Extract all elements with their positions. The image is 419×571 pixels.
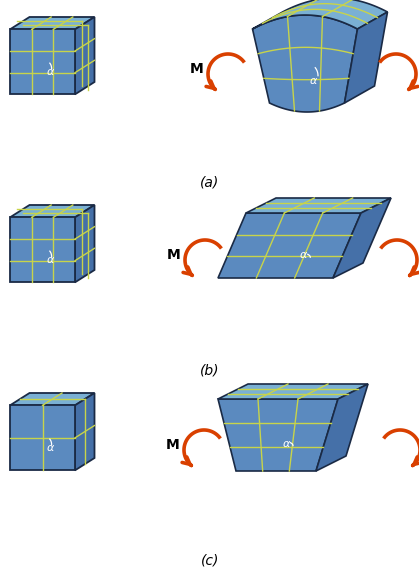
Polygon shape (10, 405, 75, 471)
Polygon shape (316, 384, 368, 471)
Text: M: M (167, 248, 181, 262)
Polygon shape (218, 213, 361, 278)
Polygon shape (75, 205, 95, 282)
Text: α: α (300, 250, 307, 260)
Polygon shape (10, 205, 95, 218)
Text: α: α (47, 443, 54, 453)
Text: (c): (c) (201, 553, 219, 567)
Polygon shape (218, 399, 338, 471)
Polygon shape (75, 393, 95, 471)
Polygon shape (218, 384, 368, 399)
Text: M: M (190, 62, 204, 76)
Polygon shape (333, 198, 391, 278)
Polygon shape (10, 393, 95, 405)
Text: α: α (47, 67, 54, 77)
Polygon shape (246, 198, 391, 213)
Polygon shape (344, 12, 388, 103)
Polygon shape (10, 17, 95, 29)
Text: (a): (a) (200, 175, 220, 189)
Text: α: α (309, 76, 317, 86)
Polygon shape (253, 15, 357, 112)
Text: α: α (282, 439, 290, 449)
Text: (b): (b) (200, 363, 220, 377)
Text: α: α (47, 255, 54, 266)
Polygon shape (253, 0, 388, 29)
Text: M: M (166, 438, 180, 452)
Polygon shape (10, 29, 75, 94)
Polygon shape (75, 17, 95, 94)
Polygon shape (10, 218, 75, 282)
